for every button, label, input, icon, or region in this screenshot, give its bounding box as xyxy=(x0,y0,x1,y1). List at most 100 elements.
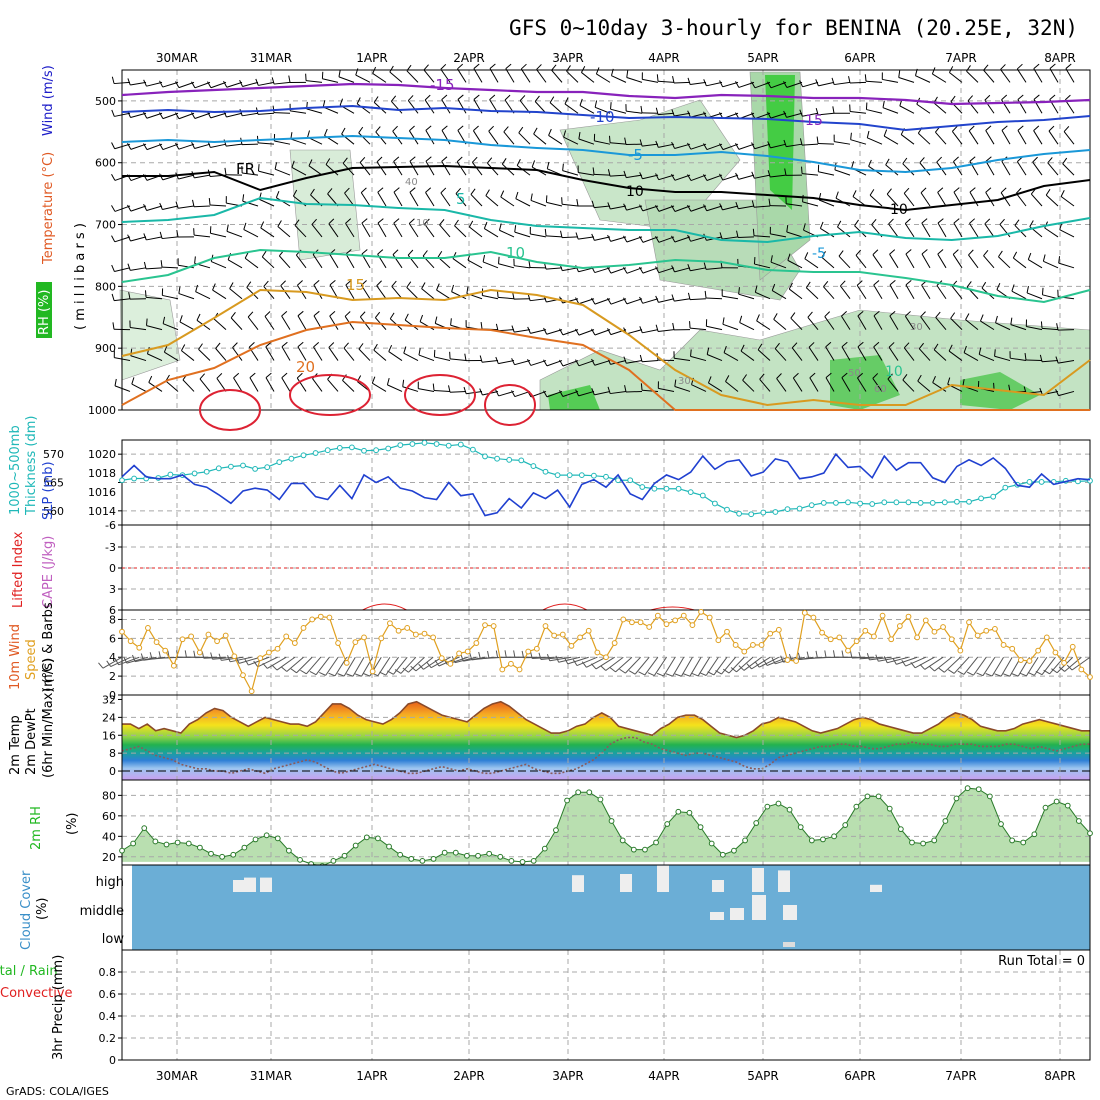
wind-barb-flag xyxy=(344,187,350,194)
wind-barb-flag xyxy=(425,156,432,162)
contour-label: -10 xyxy=(590,108,615,126)
wind-barb-flag xyxy=(759,373,765,380)
wind-speed-series-marker xyxy=(698,608,704,615)
wind-barb xyxy=(355,74,371,83)
rh-marker xyxy=(285,847,292,854)
wind-barb-flag xyxy=(624,137,627,145)
wind-barb xyxy=(230,317,243,330)
wind-barb-flag xyxy=(111,205,116,212)
wind-barb xyxy=(210,112,227,119)
wind-barb-flag xyxy=(1033,125,1040,131)
wind-barb-flag xyxy=(953,218,960,224)
wind-barb xyxy=(470,194,483,207)
y-tick-label: 800 xyxy=(95,280,116,293)
wind-barb-flag xyxy=(223,139,227,147)
wind-barb-flag xyxy=(143,79,147,87)
wind-barb xyxy=(851,656,874,659)
thickness-series-marker xyxy=(409,441,416,447)
wind-barb-flag xyxy=(328,342,335,348)
wind-barb-flag xyxy=(687,77,691,85)
wind-barb-flag xyxy=(607,386,611,394)
wind-barb xyxy=(1071,656,1091,671)
wind-barb xyxy=(625,390,643,393)
wind-barb-flag xyxy=(281,666,288,672)
wind-barb-flag xyxy=(343,342,349,349)
contour-label-extra: -5 xyxy=(812,246,826,262)
wind-barb-flag xyxy=(850,651,853,659)
rh-marker xyxy=(541,845,548,852)
wind-speed-series-marker xyxy=(758,642,765,648)
wind-barb-flag xyxy=(1041,287,1044,295)
wind-barb-flag xyxy=(873,341,880,348)
wind-barb xyxy=(546,329,563,335)
date-label-top: 7APR xyxy=(945,51,976,65)
wind-barb xyxy=(181,350,195,361)
wind-barb xyxy=(610,108,627,114)
wind-barb-flag xyxy=(703,143,708,150)
wind-barb-flag xyxy=(1048,125,1055,132)
wind-barb xyxy=(114,81,131,85)
wind-barb-flag xyxy=(871,219,877,226)
wind-barb-flag xyxy=(985,156,992,162)
wind-barb xyxy=(737,236,755,239)
y-tick-label: 0.6 xyxy=(99,988,117,1001)
wind-barb xyxy=(281,377,291,392)
wind-barb xyxy=(658,298,675,303)
wind-barb xyxy=(457,99,467,114)
wind-barb-flag xyxy=(815,79,819,87)
rh-marker xyxy=(797,824,804,831)
wind-barb xyxy=(263,286,275,300)
cloud-mid-bar xyxy=(752,895,766,920)
rh-marker xyxy=(586,789,593,796)
wind-barb-flag xyxy=(402,379,405,387)
wind-barb xyxy=(212,656,235,660)
wind-barb xyxy=(249,377,259,392)
label-lifted-index: Lifted Index xyxy=(11,531,26,608)
wind-speed-series-marker xyxy=(1078,666,1085,673)
wind-barb-flag xyxy=(114,658,120,666)
wind-speed-series-marker xyxy=(1026,658,1033,664)
label-thickness: 1000~500mb xyxy=(8,425,23,515)
wind-barb xyxy=(857,346,867,361)
wind-barb xyxy=(523,656,546,659)
wind-barb-flag xyxy=(149,652,153,660)
wind-barb xyxy=(498,329,515,332)
wind-barb-flag xyxy=(591,200,595,208)
wind-barb-flag xyxy=(751,81,756,89)
wind-barb xyxy=(904,315,915,330)
wind-speed-series-marker xyxy=(421,630,428,637)
wind-barb-flag xyxy=(440,187,447,194)
label-rh: RH (%) xyxy=(37,290,52,335)
wind-barb xyxy=(963,352,979,361)
wind-barb xyxy=(456,161,467,176)
wind-barb-flag xyxy=(393,156,400,162)
thickness-series-marker xyxy=(1026,479,1033,485)
wind-barb xyxy=(1064,656,1082,672)
wind-barb-flag xyxy=(244,658,249,666)
wind-barb-flag xyxy=(1029,220,1034,227)
wind-barb-flag xyxy=(985,187,992,193)
wind-barb xyxy=(500,196,515,207)
wind-speed-series-marker xyxy=(594,649,601,656)
wind-barb xyxy=(311,224,323,238)
rh-marker xyxy=(141,825,148,832)
wind-barb xyxy=(766,656,788,666)
wind-barb-flag xyxy=(179,315,183,323)
wind-barb-flag xyxy=(623,170,627,178)
wind-barb-flag xyxy=(159,231,163,239)
wind-barb-flag xyxy=(255,78,259,86)
wind-barb-flag xyxy=(888,218,894,225)
wind-barb xyxy=(400,656,417,674)
wind-barb xyxy=(514,231,531,238)
wind-barb-flag xyxy=(581,66,586,73)
wind-barb-flag xyxy=(903,187,910,194)
thickness-series-marker xyxy=(929,500,936,506)
y-tick-label: 600 xyxy=(95,157,116,170)
wind-speed-series-marker xyxy=(784,657,791,663)
wind-barb-flag xyxy=(742,374,748,381)
date-label-bottom: 2APR xyxy=(453,1069,484,1083)
wind-barb-flag xyxy=(767,81,772,89)
wind-barb-flag xyxy=(498,223,502,231)
thickness-series-marker xyxy=(748,511,755,518)
wind-barb-flag xyxy=(466,286,469,294)
